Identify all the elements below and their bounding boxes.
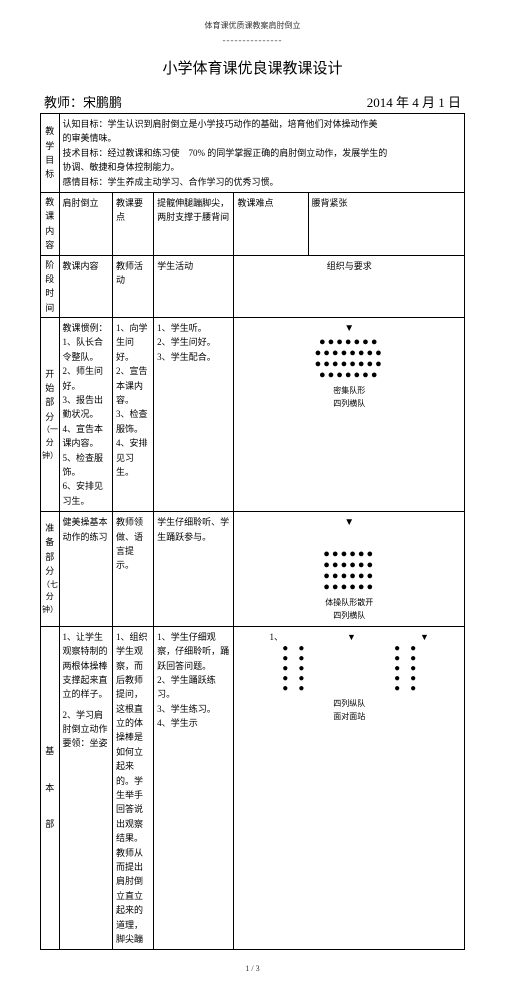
stage1-content: 教课惯例： 1、队长合令整队。 2、师生问好。 3、报告出勤状况。 4、宣告本课…	[59, 318, 113, 512]
stage3-student: 1、学生仔细观察，仔细聆听，踊跃回答问题。 2、学生踊跃练习。 3、学生练习。 …	[154, 626, 234, 950]
teacher-label: 教师：宋鹏鹏	[44, 92, 122, 111]
stage3-teacher: 1、组织学生观察，而后教师提问，这根直立的体操棒是如何立起来的。学生举手回答说出…	[113, 626, 154, 950]
stage1-teacher: 1、向学生问好。 2、宣告本课内容。 3、检查服饰。 4、安排见习生。	[113, 318, 154, 512]
stage2-student: 学生仔细聆听、学生踊跃参与。	[154, 512, 234, 627]
difficulty-label: 教课难点	[234, 192, 308, 255]
col-stage: 阶段时间	[41, 255, 60, 318]
content-label: 教课内容	[41, 192, 60, 255]
stage3-label: 基 本 部	[41, 626, 60, 950]
stage2-content: 健美操基本动作的练习	[59, 512, 113, 627]
stage1-student: 1、学生听。 2、学生问好。 3、学生配合。	[154, 318, 234, 512]
dash-line: ---------------	[40, 35, 465, 45]
stage2-teacher: 教师领做、语言提示。	[113, 512, 154, 627]
doc-title: 小学体育课优良课教课设计	[40, 57, 465, 78]
keypoint-value: 提髋伸腿蹦脚尖，两肘支撑于腰背间	[154, 192, 234, 255]
stage1-org: ▼ ●●●●●●● ●●●●●●●● ●●●●●●●● ●●●●●●● 密集队形…	[234, 318, 465, 512]
col-teacher: 教师活动	[113, 255, 154, 318]
col-content: 教课内容	[59, 255, 113, 318]
col-student: 学生活动	[154, 255, 234, 318]
goals-cell: 认知目标：学生认识到肩肘倒立是小学技巧动作的基础，培育他们对体操动作美 的审美情…	[59, 114, 464, 193]
stage2-org: ▼ ●●●●●● ●●●●●● ●●●●●● ●●●●●● 体操队形散开 四列横…	[234, 512, 465, 627]
stage3-content: 1、让学生观察特制的两根体操棒支撑起来直立的样子。 2、学习肩肘倒立动作要领：坐…	[59, 626, 113, 950]
stage2-label: 准 备 部 分 （七分钟）	[41, 512, 60, 627]
page-number: 1 / 3	[40, 964, 465, 973]
doc-header: 体育课优质课教案肩肘倒立	[40, 20, 465, 31]
lesson-table: 教学目标 认知目标：学生认识到肩肘倒立是小学技巧动作的基础，培育他们对体操动作美…	[40, 113, 465, 950]
keypoint-label: 教课要点	[113, 192, 154, 255]
goals-label: 教学目标	[41, 114, 60, 193]
doc-date: 2014 年 4 月 1 日	[367, 92, 461, 111]
stage1-label: 开 始 部 分 （一分钟）	[41, 318, 60, 512]
col-org: 组织与要求	[234, 255, 465, 318]
difficulty-value: 腰背紧张	[308, 192, 464, 255]
stage3-org: 1、 ▼ ▼ ● ●● ● ● ●● ● ● ●● ● ● ●● ● ● ●●	[234, 626, 465, 950]
content-value: 肩肘倒立	[59, 192, 113, 255]
